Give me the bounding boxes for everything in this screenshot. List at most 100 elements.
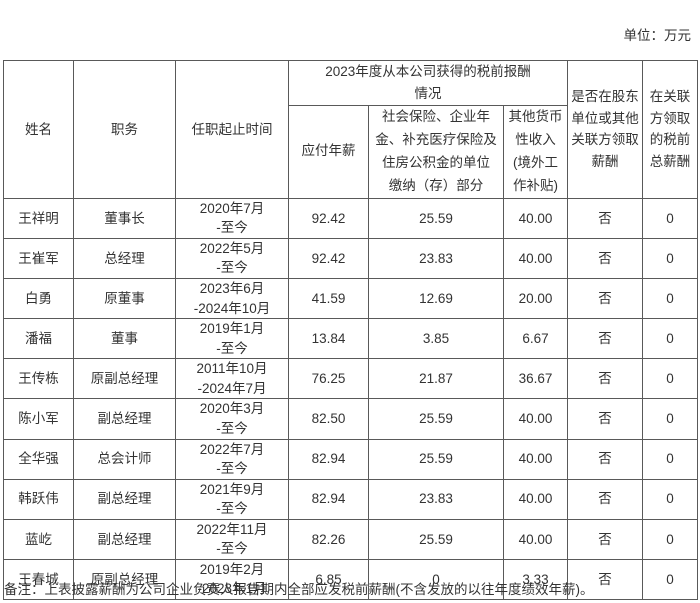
name-cell: 王祥明 [3,197,74,239]
related-party-cell: 否 [567,398,644,440]
salary-cell: 82.94 [288,438,369,480]
position-cell: 原董事 [73,277,176,320]
table-row: 王春城 原副总经理 2019年2月 -2023年1月 6.85 0 3.33 否… [3,558,699,601]
name-cell: 王春城 [3,558,74,601]
related-party-cell: 否 [567,318,644,360]
compensation-table: 姓名 职务 任职起止时间 2023年度从本公司获得的税前报酬 情况 是否在股东 … [3,60,699,601]
name-cell: 王传栋 [3,358,74,400]
position-cell: 原副总经理 [73,358,176,400]
other-income-header: 其他货币 性收入 (境外工 作补贴) [502,105,569,199]
salary-cell: 41.59 [288,277,369,320]
position-cell: 原副总经理 [73,558,176,601]
name-header: 姓名 [3,60,74,199]
salary-cell: 6.85 [288,558,369,601]
salary-cell: 82.50 [288,398,369,440]
related-party-cell: 否 [567,478,644,520]
insurance-cell: 25.59 [368,398,504,440]
related-total-cell: 0 [642,518,699,560]
salary-cell: 92.42 [288,197,369,239]
related-party-cell: 否 [567,237,644,280]
name-cell: 潘福 [3,318,74,360]
term-cell: 2022年7月 -至今 [175,438,289,480]
header-row-2: 应付年薪 社会保险、企业年 金、补充医疗保险及 住房公积金的单位 缴纳（存）部分… [4,105,698,199]
related-total-cell: 0 [642,398,699,440]
position-cell: 副总经理 [73,518,176,560]
related-total-cell: 0 [642,478,699,520]
related-total-cell: 0 [642,438,699,480]
term-cell: 2019年1月 -至今 [175,318,289,360]
related-party-header: 是否在股东 单位或其他 关联方领取 薪酬 [567,60,644,199]
table-row: 韩跃伟 副总经理 2021年9月 -至今 82.94 23.83 40.00 否… [3,478,699,520]
term-cell: 2022年11月 -至今 [175,518,289,560]
salary-header: 应付年薪 [288,105,369,199]
term-cell: 2021年9月 -至今 [175,478,289,520]
insurance-header: 社会保险、企业年 金、补充医疗保险及 住房公积金的单位 缴纳（存）部分 [368,105,504,199]
table-row: 王传栋 原副总经理 2011年10月 -2024年7月 76.25 21.87 … [3,358,699,400]
name-cell: 王崔军 [3,237,74,280]
other-income-cell: 40.00 [502,237,569,280]
related-total-header: 在关联 方领取 的税前 总薪酬 [642,60,699,199]
related-party-cell: 否 [567,197,644,239]
insurance-cell: 25.59 [368,438,504,480]
related-total-cell: 0 [642,358,699,400]
other-income-cell: 40.00 [502,478,569,520]
footnote: 备注：上表披露薪酬为公司企业负责人报告期内全部应发税前薪酬(不含发放的以往年度绩… [4,582,594,597]
other-income-cell: 40.00 [502,197,569,239]
term-cell: 2020年3月 -至今 [175,398,289,440]
other-income-cell: 40.00 [502,518,569,560]
insurance-cell: 21.87 [368,358,504,400]
insurance-cell: 23.83 [368,237,504,280]
related-total-cell: 0 [642,318,699,360]
related-total-cell: 0 [642,197,699,239]
position-cell: 董事长 [73,197,176,239]
position-cell: 董事 [73,318,176,360]
table-row: 全华强 总会计师 2022年7月 -至今 82.94 25.59 40.00 否… [3,438,699,480]
header-row-1: 姓名 职务 任职起止时间 2023年度从本公司获得的税前报酬 情况 是否在股东 … [3,60,699,199]
related-total-cell: 0 [642,277,699,320]
term-cell: 2023年6月 -2024年10月 [175,277,289,320]
insurance-cell: 3.85 [368,318,504,360]
name-cell: 陈小军 [3,398,74,440]
other-income-cell: 6.67 [502,318,569,360]
table-row: 王祥明 董事长 2020年7月 -至今 92.42 25.59 40.00 否 … [3,197,699,239]
table-row: 潘福 董事 2019年1月 -至今 13.84 3.85 6.67 否 0 [3,318,699,360]
related-party-cell: 否 [567,277,644,320]
insurance-cell: 25.59 [368,518,504,560]
salary-cell: 76.25 [288,358,369,400]
position-header: 职务 [73,60,176,199]
term-header: 任职起止时间 [175,60,289,199]
name-cell: 蓝屹 [3,518,74,560]
position-cell: 总会计师 [73,438,176,480]
insurance-cell: 12.69 [368,277,504,320]
term-cell: 2011年10月 -2024年7月 [175,358,289,400]
related-party-cell: 否 [567,438,644,480]
insurance-cell: 0 [368,558,504,601]
name-cell: 韩跃伟 [3,478,74,520]
related-party-cell: 否 [567,518,644,560]
position-cell: 总经理 [73,237,176,280]
unit-label: 单位：万元 [623,28,692,43]
table-row: 白勇 原董事 2023年6月 -2024年10月 41.59 12.69 20.… [3,277,699,320]
position-cell: 副总经理 [73,398,176,440]
related-total-cell: 0 [642,558,699,601]
other-income-cell: 40.00 [502,398,569,440]
compensation-group-header: 2023年度从本公司获得的税前报酬 情况 [287,60,569,106]
table-row: 蓝屹 副总经理 2022年11月 -至今 82.26 25.59 40.00 否… [3,518,699,560]
table-row: 王崔军 总经理 2022年5月 -至今 92.42 23.83 40.00 否 … [3,237,699,280]
insurance-cell: 25.59 [368,197,504,239]
salary-cell: 82.94 [288,478,369,520]
salary-cell: 13.84 [288,318,369,360]
insurance-cell: 23.83 [368,478,504,520]
table-row: 陈小军 副总经理 2020年3月 -至今 82.50 25.59 40.00 否… [3,398,699,440]
name-cell: 白勇 [3,277,74,320]
name-cell: 全华强 [3,438,74,480]
salary-cell: 82.26 [288,518,369,560]
term-cell: 2019年2月 -2023年1月 [175,558,289,601]
other-income-cell: 36.67 [502,358,569,400]
position-cell: 副总经理 [73,478,176,520]
other-income-cell: 40.00 [502,438,569,480]
related-total-cell: 0 [642,237,699,280]
salary-cell: 92.42 [288,237,369,280]
related-party-cell: 否 [567,358,644,400]
